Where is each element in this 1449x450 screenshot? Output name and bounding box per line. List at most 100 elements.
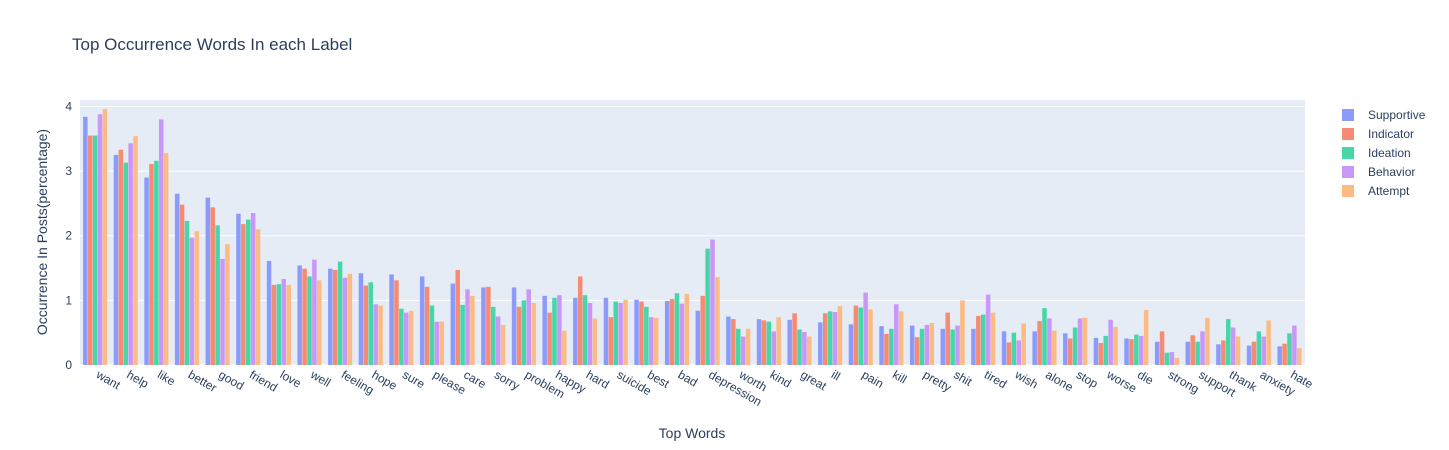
- x-tick-label: alone: [1043, 367, 1076, 394]
- y-axis-title: Occurrence In Posts(percentage): [34, 129, 50, 335]
- bar-attempt-kill: [898, 311, 904, 365]
- bar-attempt-care: [470, 295, 475, 365]
- bar-supportive-die: [1124, 338, 1129, 365]
- bar-indicator-ill: [822, 313, 828, 365]
- bar-ideation-bad: [674, 293, 680, 365]
- bar-behavior-bad: [679, 303, 685, 365]
- x-tick-label: shit: [951, 367, 975, 389]
- bar-attempt-worth: [745, 328, 751, 365]
- x-tick-label: better: [186, 367, 220, 394]
- bar-attempt-shit: [960, 300, 965, 365]
- legend-swatch-ideation[interactable]: [1342, 147, 1354, 159]
- x-tick-label: sure: [400, 367, 427, 391]
- bar-supportive-bad: [664, 301, 670, 365]
- bar-supportive-stop: [1063, 333, 1068, 365]
- bar-behavior-well: [312, 259, 317, 365]
- x-tick-label: kind: [768, 367, 794, 390]
- bar-ideation-suicide: [613, 301, 618, 365]
- legend: Supportive Indicator Ideation Behavior Attem…: [1342, 108, 1426, 198]
- bar-supportive-wish: [1001, 331, 1007, 365]
- x-tick-label: help: [124, 367, 151, 391]
- bar-supportive-help: [113, 154, 119, 365]
- bar-ideation-want: [92, 135, 98, 365]
- x-tick-label: tired: [982, 367, 1009, 391]
- bar-indicator-hard: [577, 276, 583, 365]
- bar-attempt-please: [439, 321, 445, 365]
- bar-behavior-want: [97, 114, 103, 365]
- x-tick-label: bad: [676, 367, 700, 389]
- x-tick-label: worse: [1104, 367, 1140, 396]
- bar-behavior-great: [802, 332, 807, 365]
- bar-attempt-die: [1143, 310, 1149, 365]
- x-tick-label: like: [155, 367, 178, 388]
- bar-indicator-good: [210, 207, 215, 365]
- bar-indicator-kind: [761, 320, 767, 365]
- bar-indicator-die: [1129, 339, 1134, 365]
- bar-attempt-bad: [684, 293, 690, 365]
- legend-label-ideation[interactable]: Ideation: [1368, 146, 1411, 160]
- bar-ideation-sorry: [490, 306, 496, 365]
- bar-attempt-kind: [776, 317, 781, 365]
- y-tick-label: 2: [65, 229, 72, 243]
- x-tick-label: suicide: [614, 367, 654, 398]
- x-tick-label: stop: [1074, 367, 1101, 391]
- bar-ideation-like: [154, 160, 159, 365]
- bar-attempt-hope: [378, 305, 383, 365]
- bar-supportive-kind: [756, 319, 762, 365]
- bar-ideation-problem: [521, 300, 527, 365]
- bar-behavior-die: [1139, 335, 1144, 365]
- x-tick-label: ill: [829, 367, 843, 383]
- bar-behavior-stop: [1077, 318, 1083, 365]
- bar-indicator-wish: [1006, 342, 1012, 365]
- bar-supportive-alone: [1032, 331, 1037, 365]
- bar-behavior-thank: [1230, 327, 1236, 365]
- x-tick-label: strong: [1166, 367, 1202, 396]
- bar-supportive-support: [1185, 341, 1191, 365]
- bar-supportive-depression: [695, 310, 701, 365]
- bar-ideation-alone: [1042, 308, 1047, 365]
- bar-indicator-shit: [945, 312, 950, 365]
- legend-label-attempt[interactable]: Attempt: [1368, 184, 1410, 198]
- bar-ideation-tired: [980, 314, 986, 365]
- bar-behavior-best: [649, 317, 654, 365]
- bar-attempt-help: [133, 136, 138, 365]
- x-tick-label: please: [431, 367, 469, 397]
- bar-ideation-thank: [1225, 319, 1231, 365]
- bar-behavior-pretty: [924, 324, 930, 365]
- bar-ideation-stop: [1072, 327, 1078, 365]
- bar-indicator-well: [302, 268, 307, 365]
- plot-area: [80, 100, 1305, 365]
- bar-behavior-feeling: [342, 277, 348, 365]
- bar-behavior-pain: [863, 292, 868, 365]
- bar-indicator-happy: [547, 312, 552, 365]
- bar-ideation-please: [429, 305, 435, 365]
- bar-attempt-wish: [1021, 323, 1026, 365]
- legend-swatch-supportive[interactable]: [1342, 109, 1354, 121]
- legend-label-supportive[interactable]: Supportive: [1368, 108, 1426, 122]
- bar-attempt-support: [1205, 317, 1210, 365]
- bar-indicator-pain: [853, 305, 859, 365]
- bar-indicator-care: [455, 269, 460, 365]
- bar-supportive-friend: [236, 213, 241, 365]
- y-tick-label: 1: [65, 293, 72, 307]
- legend-swatch-behavior[interactable]: [1342, 166, 1354, 178]
- bar-indicator-alone: [1037, 321, 1042, 365]
- bar-supportive-happy: [542, 295, 547, 365]
- bar-ideation-strong: [1164, 352, 1170, 365]
- bar-supportive-feeling: [328, 268, 333, 365]
- bar-indicator-strong: [1159, 331, 1165, 365]
- bar-attempt-stop: [1082, 317, 1088, 365]
- bar-behavior-tired: [985, 294, 991, 365]
- bar-attempt-love: [286, 284, 291, 365]
- bar-behavior-worse: [1108, 319, 1113, 365]
- bar-supportive-ill: [818, 322, 823, 365]
- bar-indicator-support: [1190, 335, 1195, 365]
- legend-label-behavior[interactable]: Behavior: [1368, 165, 1415, 179]
- legend-swatch-indicator[interactable]: [1342, 128, 1354, 140]
- bar-ideation-best: [644, 306, 649, 365]
- legend-swatch-attempt[interactable]: [1342, 185, 1354, 197]
- bar-attempt-alone: [1052, 330, 1057, 365]
- bar-behavior-friend: [250, 213, 256, 365]
- bar-behavior-like: [159, 119, 164, 365]
- legend-label-indicator[interactable]: Indicator: [1368, 127, 1414, 141]
